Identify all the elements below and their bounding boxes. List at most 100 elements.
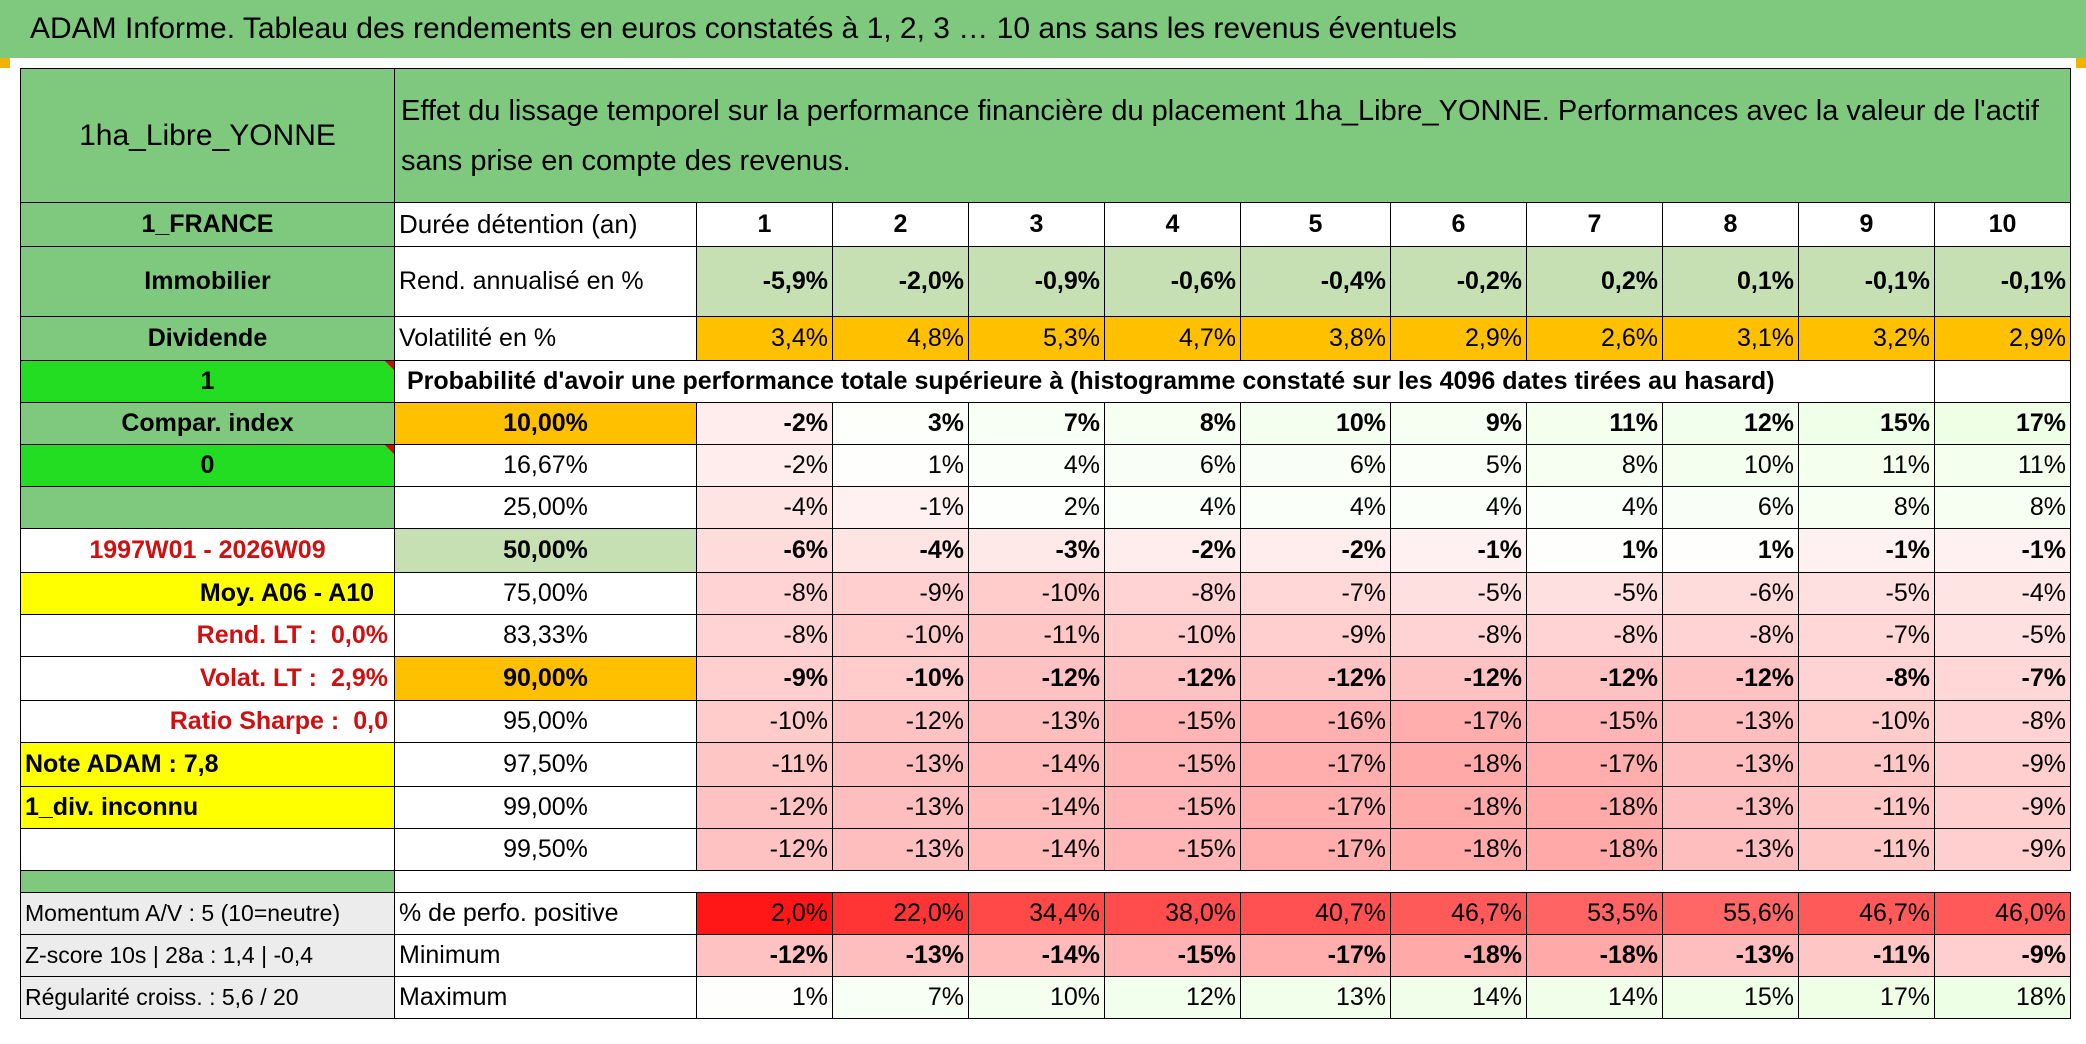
percentile-value[interactable]: -1% <box>1798 528 1935 573</box>
percentile-value[interactable]: -10% <box>1104 614 1241 657</box>
percentile-value[interactable]: -10% <box>832 656 969 701</box>
percentile-value[interactable]: -12% <box>696 828 833 871</box>
percentile-value[interactable]: -18% <box>1390 828 1527 871</box>
maximum-value[interactable]: 1% <box>696 976 833 1019</box>
year-header[interactable]: 3 <box>968 202 1105 247</box>
minimum-value[interactable]: -17% <box>1240 934 1391 977</box>
percentile-value[interactable]: -7% <box>1934 656 2071 701</box>
percentile-value[interactable]: -9% <box>696 656 833 701</box>
percentile-value[interactable]: -17% <box>1240 742 1391 787</box>
empty-cell[interactable] <box>1934 360 2071 403</box>
spacer[interactable] <box>394 870 2071 893</box>
percentile-value[interactable]: 1% <box>832 444 969 487</box>
percentile-value[interactable]: -13% <box>832 828 969 871</box>
maximum-value[interactable]: 15% <box>1662 976 1799 1019</box>
perf-pos-value[interactable]: 34,4% <box>968 892 1105 935</box>
perf-pos-label[interactable]: % de perfo. positive <box>394 892 697 935</box>
percentile-value[interactable]: -14% <box>968 742 1105 787</box>
percentile-value[interactable]: 17% <box>1934 402 2071 445</box>
percentile-value[interactable]: -15% <box>1104 828 1241 871</box>
percentile-label[interactable]: 99,50% <box>394 828 697 871</box>
percentile-value[interactable]: 10% <box>1240 402 1391 445</box>
percentile-value[interactable]: -8% <box>1526 614 1663 657</box>
percentile-value[interactable]: -8% <box>1798 656 1935 701</box>
percentile-value[interactable]: -12% <box>1526 656 1663 701</box>
percentile-value[interactable]: -9% <box>1934 742 2071 787</box>
perf-pos-value[interactable]: 38,0% <box>1104 892 1241 935</box>
percentile-value[interactable]: -11% <box>1798 828 1935 871</box>
rend-lt-cell[interactable]: Rend. LT : 0,0% <box>20 614 395 657</box>
percentile-value[interactable]: -12% <box>1240 656 1391 701</box>
percentile-value[interactable]: 1% <box>1526 528 1663 573</box>
percentile-value[interactable]: 4% <box>1104 486 1241 529</box>
percentile-value[interactable]: -13% <box>1662 828 1799 871</box>
percentile-label[interactable]: 83,33% <box>394 614 697 657</box>
percentile-value[interactable]: 11% <box>1934 444 2071 487</box>
percentile-value[interactable]: -18% <box>1390 786 1527 829</box>
rend-value[interactable]: -0,9% <box>968 246 1105 317</box>
percentile-value[interactable]: -15% <box>1104 742 1241 787</box>
percentile-value[interactable]: -17% <box>1240 828 1391 871</box>
percentile-value[interactable]: -12% <box>696 786 833 829</box>
rend-value[interactable]: 0,2% <box>1526 246 1663 317</box>
spacer-green[interactable] <box>20 870 395 893</box>
percentile-value[interactable]: 11% <box>1526 402 1663 445</box>
percentile-value[interactable]: -2% <box>696 402 833 445</box>
percentile-label[interactable]: 90,00% <box>394 656 697 701</box>
percentile-label[interactable]: 50,00% <box>394 528 697 573</box>
percentile-value[interactable]: -7% <box>1798 614 1935 657</box>
header-text-cell[interactable]: Effet du lissage temporel sur la perform… <box>394 68 2071 203</box>
div-cell[interactable]: 1_div. inconnu <box>20 786 395 829</box>
percentile-value[interactable]: 15% <box>1798 402 1935 445</box>
percentile-value[interactable]: -18% <box>1390 742 1527 787</box>
percentile-value[interactable]: -4% <box>1934 572 2071 615</box>
percentile-value[interactable]: 6% <box>1240 444 1391 487</box>
percentile-value[interactable]: -13% <box>832 742 969 787</box>
maximum-value[interactable]: 14% <box>1390 976 1527 1019</box>
flag0-cell[interactable]: 0 <box>20 444 395 487</box>
percentile-value[interactable]: 4% <box>968 444 1105 487</box>
percentile-label[interactable]: 10,00% <box>394 402 697 445</box>
minimum-value[interactable]: -15% <box>1104 934 1241 977</box>
percentile-value[interactable]: -1% <box>832 486 969 529</box>
proba-label[interactable]: Probabilité d'avoir une performance tota… <box>394 360 1799 403</box>
percentile-value[interactable]: 5% <box>1390 444 1527 487</box>
percentile-value[interactable]: -15% <box>1104 700 1241 743</box>
percentile-value[interactable]: 10% <box>1662 444 1799 487</box>
year-header[interactable]: 1 <box>696 202 833 247</box>
minimum-value[interactable]: -18% <box>1390 934 1527 977</box>
percentile-value[interactable]: -8% <box>1662 614 1799 657</box>
percentile-value[interactable]: -10% <box>968 572 1105 615</box>
minimum-label[interactable]: Minimum <box>394 934 697 977</box>
year-header[interactable]: 7 <box>1526 202 1663 247</box>
volat-value[interactable]: 3,8% <box>1240 316 1391 361</box>
minimum-value[interactable]: -13% <box>1662 934 1799 977</box>
percentile-value[interactable]: -18% <box>1526 828 1663 871</box>
percentile-value[interactable]: -14% <box>968 786 1105 829</box>
momentum-cell[interactable]: Momentum A/V : 5 (10=neutre) <box>20 892 395 935</box>
maximum-value[interactable]: 13% <box>1240 976 1391 1019</box>
minimum-value[interactable]: -14% <box>968 934 1105 977</box>
percentile-value[interactable]: -18% <box>1526 786 1663 829</box>
perf-pos-value[interactable]: 22,0% <box>832 892 969 935</box>
percentile-value[interactable]: -17% <box>1526 742 1663 787</box>
percentile-value[interactable]: 6% <box>1662 486 1799 529</box>
percentile-value[interactable]: -14% <box>968 828 1105 871</box>
rend-value[interactable]: -2,0% <box>832 246 969 317</box>
volat-value[interactable]: 4,8% <box>832 316 969 361</box>
compar-index-cell[interactable]: Compar. index <box>20 402 395 445</box>
percentile-value[interactable]: -12% <box>1104 656 1241 701</box>
perf-pos-value[interactable]: 46,0% <box>1934 892 2071 935</box>
percentile-value[interactable]: 11% <box>1798 444 1935 487</box>
maximum-value[interactable]: 18% <box>1934 976 2071 1019</box>
volat-value[interactable]: 3,4% <box>696 316 833 361</box>
regularite-cell[interactable]: Régularité croiss. : 5,6 / 20 <box>20 976 395 1019</box>
percentile-value[interactable]: 4% <box>1390 486 1527 529</box>
percentile-value[interactable]: -12% <box>1662 656 1799 701</box>
percentile-value[interactable]: -10% <box>696 700 833 743</box>
selection-handle[interactable] <box>2076 58 2086 68</box>
percentile-value[interactable]: -1% <box>1390 528 1527 573</box>
percentile-value[interactable]: -7% <box>1240 572 1391 615</box>
percentile-value[interactable]: -11% <box>1798 786 1935 829</box>
sharpe-cell[interactable]: Ratio Sharpe : 0,0 <box>20 700 395 743</box>
